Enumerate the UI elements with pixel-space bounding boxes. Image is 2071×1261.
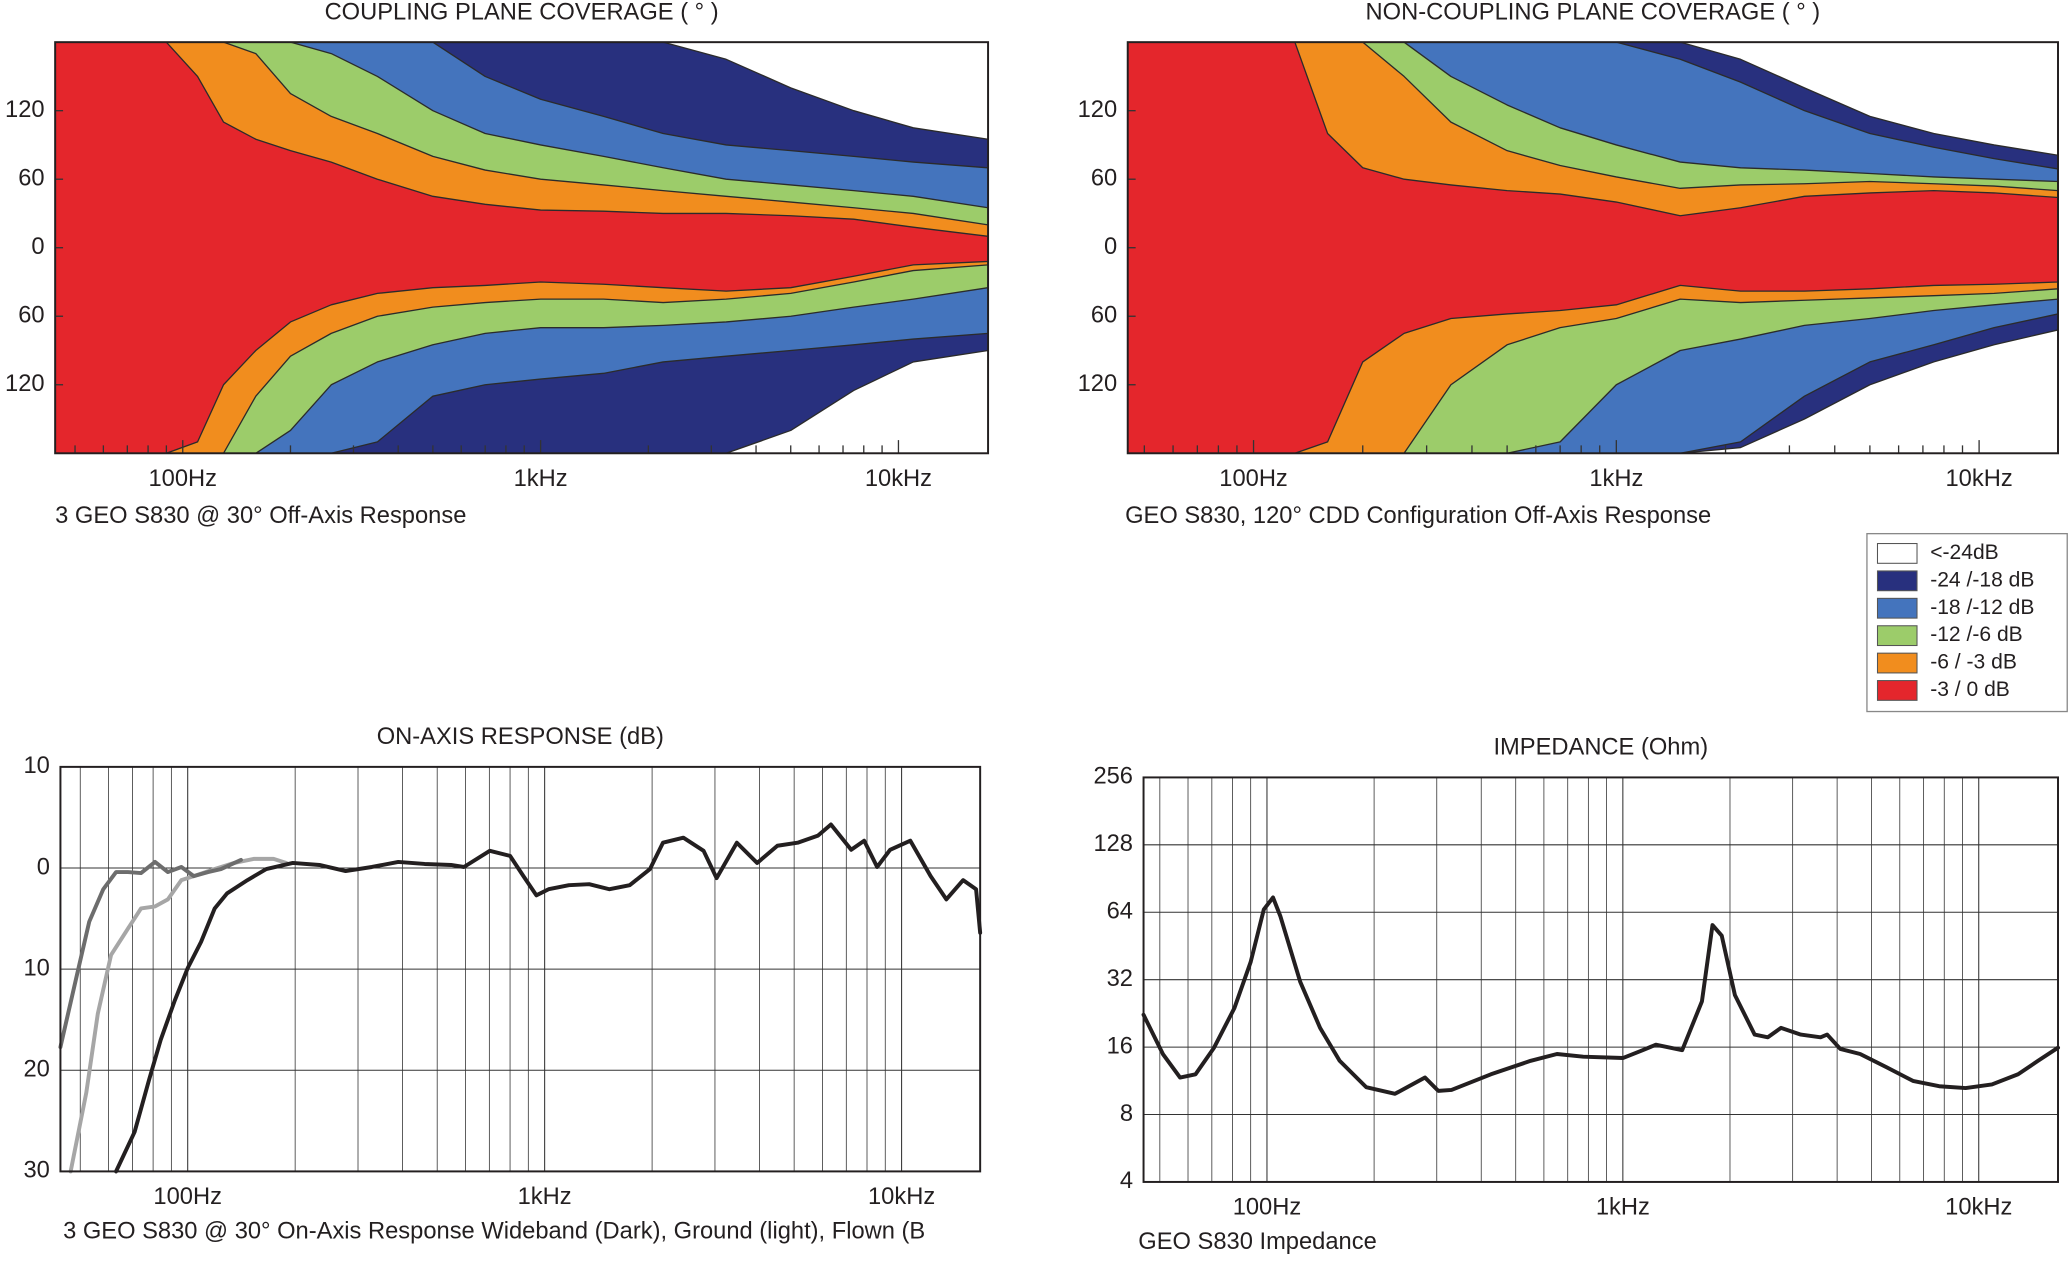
legend-label: -6 / -3 dB bbox=[1930, 651, 2017, 674]
y-tick-label: 10 bbox=[24, 955, 50, 981]
legend-swatch bbox=[1876, 570, 1918, 592]
plot-frame bbox=[1126, 41, 2059, 455]
chart-caption: GEO S830 Impedance bbox=[1138, 1229, 1377, 1255]
y-tick-label: 0 bbox=[31, 234, 44, 260]
y-tick-label: 10 bbox=[24, 753, 50, 779]
y-tick-label: 60 bbox=[1091, 165, 1117, 191]
chart-title: COUPLING PLANE COVERAGE ( ° ) bbox=[325, 0, 719, 25]
x-tick-label: 1kHz bbox=[1596, 1195, 1650, 1221]
x-tick-label: 10kHz bbox=[1946, 466, 2013, 492]
y-tick-label: 30 bbox=[24, 1158, 50, 1184]
plot-frame bbox=[59, 765, 982, 1173]
y-tick-label: 8 bbox=[1120, 1101, 1133, 1127]
y-tick-label: 120 bbox=[1078, 97, 1118, 123]
response-line bbox=[68, 856, 289, 1174]
x-tick-label: 100Hz bbox=[1233, 1195, 1302, 1221]
y-tick-label: 60 bbox=[18, 165, 44, 191]
y-tick-label: 0 bbox=[1104, 234, 1117, 260]
y-tick-label: 120 bbox=[1078, 371, 1118, 397]
legend-swatch bbox=[1876, 652, 1918, 674]
y-tick-label: 64 bbox=[1107, 899, 1133, 925]
response-line bbox=[58, 857, 243, 1049]
y-tick-label: 60 bbox=[1091, 303, 1117, 329]
legend-swatch bbox=[1876, 543, 1918, 564]
y-tick-label: 120 bbox=[5, 97, 45, 123]
legend-swatch bbox=[1876, 680, 1918, 701]
y-tick-label: 128 bbox=[1093, 831, 1133, 857]
legend-label: -18 /-12 dB bbox=[1930, 596, 2034, 619]
y-tick-label: 120 bbox=[5, 371, 45, 397]
legend-swatch bbox=[1876, 625, 1918, 647]
x-tick-label: 10kHz bbox=[868, 1184, 935, 1210]
legend-label: -12 /-6 dB bbox=[1930, 623, 2023, 646]
x-tick-label: 10kHz bbox=[1945, 1195, 2012, 1221]
response-line bbox=[1141, 895, 2060, 1096]
x-tick-label: 1kHz bbox=[1589, 466, 1643, 492]
chart-caption: 3 GEO S830 @ 30° On-Axis Response Wideba… bbox=[63, 1218, 925, 1244]
y-tick-label: 20 bbox=[24, 1057, 50, 1083]
legend-label: -3 / 0 dB bbox=[1930, 678, 2010, 701]
chart-caption: 3 GEO S830 @ 30° Off-Axis Response bbox=[55, 503, 466, 529]
chart-title: ON-AXIS RESPONSE (dB) bbox=[377, 724, 664, 750]
plot-frame bbox=[1142, 776, 2059, 1183]
x-tick-label: 10kHz bbox=[865, 466, 932, 492]
y-tick-label: 256 bbox=[1093, 764, 1133, 790]
plot-frame bbox=[54, 41, 990, 455]
y-tick-label: 0 bbox=[37, 854, 50, 880]
legend-label: <-24dB bbox=[1930, 541, 1999, 564]
x-tick-label: 100Hz bbox=[1219, 466, 1288, 492]
x-tick-label: 100Hz bbox=[153, 1184, 222, 1210]
x-tick-label: 100Hz bbox=[148, 466, 217, 492]
legend-label: -24 /-18 dB bbox=[1930, 568, 2034, 591]
chart-title: NON-COUPLING PLANE COVERAGE ( ° ) bbox=[1366, 0, 1821, 25]
chart-title: IMPEDANCE (Ohm) bbox=[1493, 735, 1708, 761]
x-tick-label: 1kHz bbox=[518, 1184, 572, 1210]
x-tick-label: 1kHz bbox=[514, 466, 568, 492]
response-line bbox=[114, 822, 983, 1174]
chart-caption: GEO S830, 120° CDD Configuration Off-Axi… bbox=[1125, 503, 1711, 529]
legend-swatch bbox=[1876, 597, 1918, 619]
y-tick-label: 4 bbox=[1120, 1168, 1133, 1194]
y-tick-label: 32 bbox=[1107, 966, 1133, 992]
y-tick-label: 60 bbox=[18, 303, 44, 329]
y-tick-label: 16 bbox=[1107, 1033, 1133, 1059]
